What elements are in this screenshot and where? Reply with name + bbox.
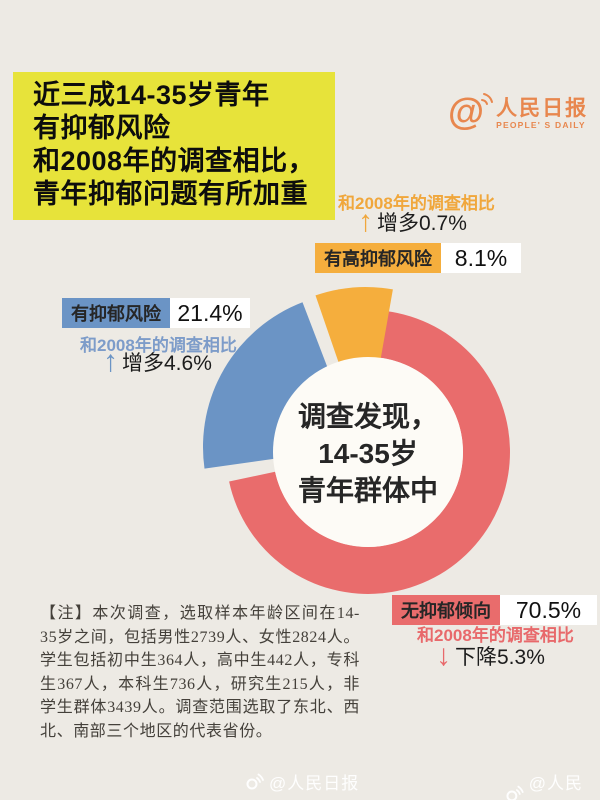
no-depression-tag: 无抑郁倾向 70.5% — [392, 595, 597, 625]
up-arrow-icon: ↑ — [358, 205, 373, 238]
high-risk-change: ↑ 增多0.7% — [358, 207, 467, 237]
high-risk-percent: 8.1% — [441, 243, 521, 273]
donut-hole — [273, 357, 463, 547]
risk-change: ↑ 增多4.6% — [103, 347, 212, 377]
at-bubble-icon: @ — [448, 91, 485, 132]
headline-line-1: 近三成14-35岁青年 — [33, 80, 270, 110]
up-arrow-icon: ↑ — [103, 345, 118, 378]
no-depression-compare-text: 和2008年的调查相比 — [417, 626, 574, 645]
high-risk-compare-text: 和2008年的调查相比 — [338, 194, 495, 213]
no-depression-percent: 70.5% — [500, 595, 597, 625]
center-line-1: 调查发现， — [297, 401, 438, 432]
segment-no-depression — [229, 310, 510, 594]
peoples-daily-logo: @ 人民日报 PEOPLE' S DAILY — [448, 92, 588, 132]
no-depression-change-value: 下降5.3% — [455, 646, 545, 669]
center-line-2: 14-35岁 — [318, 438, 418, 469]
no-depression-change: ↓ 下降5.3% — [436, 641, 545, 671]
logo-text: 人民日报 PEOPLE' S DAILY — [496, 97, 589, 131]
risk-tag: 有抑郁风险 21.4% — [62, 298, 250, 328]
headline-banner: 近三成14-35岁青年 有抑郁风险 和2008年的调查相比， 青年抑郁问题有所加… — [13, 72, 335, 220]
watermark-peoples-daily: @人民日报 — [244, 769, 359, 794]
logo-subtitle: PEOPLE' S DAILY — [496, 120, 586, 130]
headline-line-2: 有抑郁风险 — [33, 113, 171, 143]
watermark-text: @人民网 — [528, 774, 583, 800]
risk-label: 有抑郁风险 — [62, 298, 170, 328]
no-depression-label: 无抑郁倾向 — [392, 595, 500, 625]
logo-name: 人民日报 — [496, 97, 589, 120]
donut-center-label: 调查发现， 14-35岁 青年群体中 — [268, 398, 468, 509]
down-arrow-icon: ↓ — [436, 639, 451, 672]
risk-percent: 21.4% — [170, 298, 250, 328]
high-risk-label: 有高抑郁风险 — [315, 243, 441, 273]
donut-chart — [198, 275, 538, 615]
watermark-peoples-net: @人民网 — [504, 769, 600, 800]
signal-waves-icon — [481, 93, 494, 105]
headline-line-3: 和2008年的调查相比， — [33, 146, 316, 176]
weibo-icon — [506, 785, 524, 800]
weibo-icon — [246, 773, 264, 789]
center-line-3: 青年群体中 — [297, 475, 438, 506]
risk-compare-text: 和2008年的调查相比 — [80, 336, 237, 355]
risk-change-value: 增多4.6% — [122, 352, 212, 375]
headline-line-4: 青年抑郁问题有所加重 — [33, 179, 308, 209]
high-risk-change-value: 增多0.7% — [377, 212, 467, 235]
survey-note: 【注】本次调查，选取样本年龄区间在14-35岁之间，包括男性2739人、女性28… — [40, 605, 360, 740]
watermark-text: @人民日报 — [269, 774, 360, 793]
high-risk-tag: 有高抑郁风险 8.1% — [315, 243, 521, 273]
